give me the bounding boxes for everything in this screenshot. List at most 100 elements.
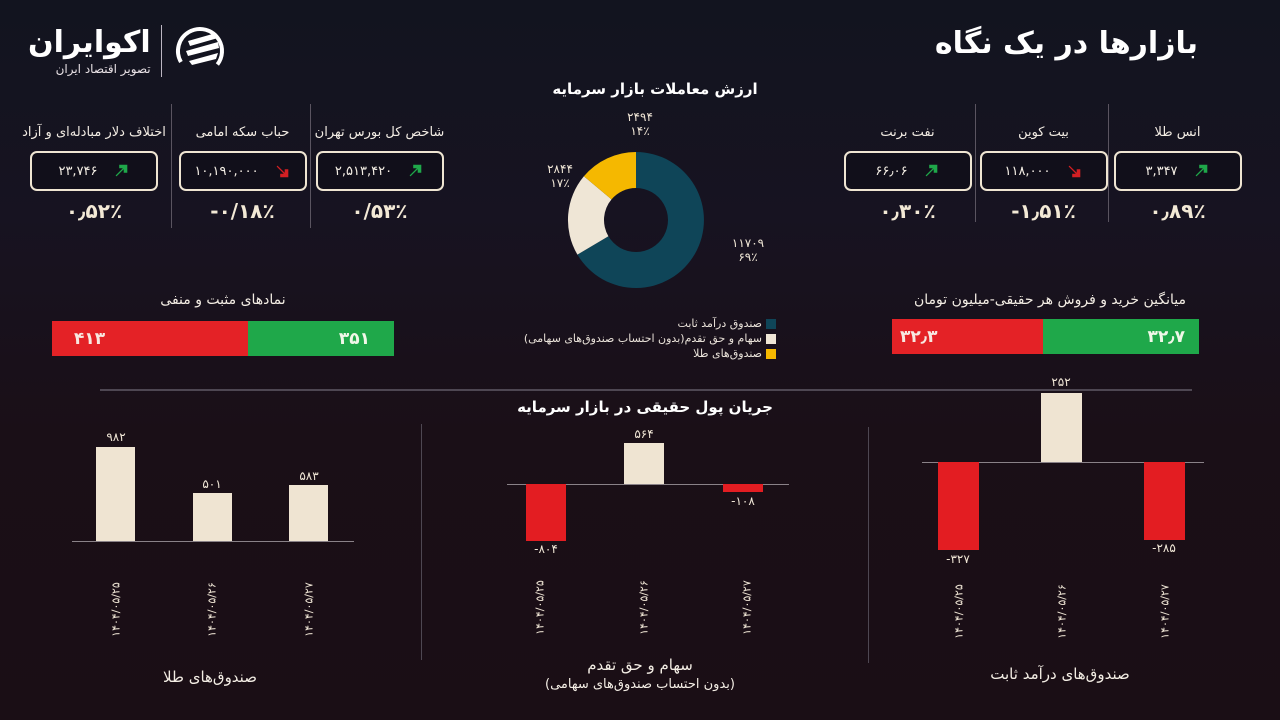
- arrow-up-icon: [115, 164, 127, 177]
- divider: [421, 424, 422, 660]
- bar-value-label: ۵۰۱: [202, 477, 222, 491]
- avg-trade-split-bar: ۳۲٫۳ ۳۲٫۷: [892, 319, 1199, 354]
- indicator-bitcoin: بیت کوین ۱۱۸,۰۰۰ -۱٫۵۱٪: [976, 125, 1111, 223]
- stocks-bar[interactable]: [723, 484, 763, 492]
- indicator-change: -۱٫۵۱٪: [1011, 199, 1076, 223]
- legend-label: صندوق‌های طلا: [693, 347, 762, 360]
- donut-label-pct: ۱۴٪: [630, 124, 650, 138]
- fixed-income-bar[interactable]: [1041, 393, 1082, 462]
- donut-slice-fixed-income[interactable]: [577, 152, 704, 288]
- fixed-income-baseline: [922, 462, 1204, 463]
- logo-divider: [160, 24, 162, 77]
- bar-date-label: ۱۴۰۴/۰۵/۲۷: [1158, 584, 1172, 639]
- fixed-income-caption: صندوق‌های درآمد ثابت: [990, 665, 1130, 683]
- indicator-value-box: ۱۱۸,۰۰۰: [979, 151, 1108, 191]
- stocks-subcaption: (بدون احتساب صندوق‌های سهامی): [545, 677, 735, 692]
- page-title: بازارها در یک نگاه: [934, 26, 1198, 61]
- brand-logo: اکوایران تصویر اقتصاد ایران: [28, 18, 238, 83]
- bar-value-label: ۹۸۲: [106, 430, 126, 444]
- legend-swatch-teal: [766, 318, 776, 329]
- logo-name: اکوایران: [28, 24, 151, 60]
- stocks-caption: سهام و حق تقدم: [587, 656, 693, 674]
- indicator-dollar-gap: اختلاف دلار مبادله‌ای و آزاد ۲۳,۷۴۶ ۰٫۵۲…: [14, 125, 174, 223]
- legend-item: صندوق درآمد ثابت: [460, 316, 776, 331]
- indicator-value: ۲۳,۷۴۶: [58, 163, 98, 179]
- legend-item: صندوق‌های طلا: [460, 346, 776, 361]
- donut-label-gold: ۲۴۹۴ ۱۴٪: [620, 110, 660, 138]
- bar-value-label: -۱۰۸: [731, 494, 755, 508]
- bar-date-label: ۱۴۰۴/۰۵/۲۵: [952, 584, 966, 639]
- donut-label-stocks: ۲۸۴۴ ۱۷٪: [540, 162, 580, 190]
- arrow-up-icon: [1195, 164, 1207, 177]
- donut-slice-gold-funds[interactable]: [583, 152, 636, 200]
- stocks-bar[interactable]: [624, 443, 664, 484]
- arrow-up-icon: [409, 164, 422, 177]
- indicator-value-box: ۲,۵۱۳,۴۲۰: [315, 151, 444, 191]
- donut-slice-stocks[interactable]: [567, 176, 612, 255]
- symbols-split-title: نمادهای مثبت و منفی: [160, 292, 286, 308]
- bar-value-label: ۲۵۲: [1051, 375, 1071, 389]
- avg-trade-split-title: میانگین خرید و فروش هر حقیقی-میلیون توما…: [914, 292, 1186, 308]
- donut-label-value: ۲۴۹۴: [627, 110, 653, 124]
- indicator-value-box: ۲۳,۷۴۶: [30, 151, 158, 191]
- bar-date-label: ۱۴۰۴/۰۵/۲۶: [637, 580, 651, 635]
- divider: [975, 104, 976, 222]
- bar-date-label: ۱۴۰۴/۰۵/۲۷: [302, 582, 316, 637]
- indicator-tehran-index: شاخص کل بورس تهران ۲,۵۱۳,۴۲۰ ۰/۵۳٪: [312, 125, 447, 223]
- gold-funds-bar[interactable]: [96, 447, 135, 541]
- indicator-label: نفت برنت: [880, 125, 935, 140]
- avg-buy-segment: ۳۲٫۷: [1043, 319, 1199, 354]
- stocks-bar[interactable]: [526, 484, 566, 541]
- fixed-income-bar[interactable]: [938, 462, 979, 550]
- bar-value-label: -۲۸۵: [1152, 541, 1176, 555]
- indicator-change: ۰٫۳۰٪: [879, 199, 936, 223]
- bar-date-label: ۱۴۰۴/۰۵/۲۵: [109, 582, 123, 637]
- logo-mark-icon: [175, 26, 224, 75]
- divider: [310, 104, 311, 228]
- donut-chart-title: ارزش معاملات بازار سرمایه: [552, 80, 758, 98]
- indicator-value: ۳,۳۴۷: [1145, 163, 1178, 179]
- bar-date-label: ۱۴۰۴/۰۵/۲۵: [533, 580, 547, 635]
- arrow-up-icon: [925, 164, 937, 177]
- bar-value-label: ۵۶۴: [634, 427, 654, 441]
- section-separator: [100, 389, 1192, 391]
- indicator-change: ۰٫۵۲٪: [65, 199, 123, 223]
- indicator-label: بیت کوین: [1018, 125, 1069, 140]
- indicator-value-box: ۶۶٫۰۶: [843, 151, 972, 191]
- stocks-baseline: [507, 484, 789, 485]
- indicator-value-box: ۱۰,۱۹۰,۰۰۰: [178, 151, 307, 191]
- indicator-gold-ounce: انس طلا ۳,۳۴۷ ۰٫۸۹٪: [1110, 125, 1245, 223]
- legend-swatch-cream: [766, 333, 776, 344]
- negative-symbols-segment: ۴۱۳: [52, 321, 248, 356]
- arrow-down-icon: [276, 165, 288, 178]
- indicator-value: ۶۶٫۰۶: [875, 163, 908, 179]
- indicator-value: ۱۱۸,۰۰۰: [1004, 163, 1051, 179]
- indicator-label: اختلاف دلار مبادله‌ای و آزاد: [22, 125, 166, 140]
- gold-funds-caption: صندوق‌های طلا: [163, 668, 257, 686]
- gold-funds-baseline: [72, 541, 354, 542]
- indicator-change: ۰٫۸۹٪: [1149, 199, 1206, 223]
- indicator-coin-bubble: حباب سکه امامی ۱۰,۱۹۰,۰۰۰ -۰/۱۸٪: [175, 125, 310, 223]
- indicator-change: -۰/۱۸٪: [210, 199, 275, 223]
- money-flow-title: جریان پول حقیقی در بازار سرمایه: [517, 398, 773, 416]
- donut-label-fixed-income: ۱۱۷۰۹ ۶۹٪: [726, 236, 770, 264]
- divider: [868, 427, 869, 663]
- bar-date-label: ۱۴۰۴/۰۵/۲۷: [740, 580, 754, 635]
- divider: [1108, 104, 1109, 222]
- positive-symbols-segment: ۳۵۱: [248, 321, 394, 356]
- divider: [171, 104, 172, 228]
- indicator-label: انس طلا: [1154, 125, 1201, 140]
- arrow-down-icon: [1068, 165, 1080, 178]
- gold-funds-bar[interactable]: [193, 493, 232, 541]
- bar-value-label: -۳۲۷: [946, 552, 970, 566]
- bar-value-label: ۵۸۳: [299, 469, 319, 483]
- gold-funds-bar[interactable]: [289, 485, 328, 541]
- indicator-value: ۲,۵۱۳,۴۲۰: [334, 163, 393, 179]
- fixed-income-bar[interactable]: [1144, 462, 1185, 540]
- indicator-label: حباب سکه امامی: [195, 125, 290, 140]
- indicator-label: شاخص کل بورس تهران: [314, 125, 445, 140]
- legend-label: صندوق درآمد ثابت: [677, 317, 762, 330]
- indicator-brent-oil: نفت برنت ۶۶٫۰۶ ۰٫۳۰٪: [840, 125, 975, 223]
- indicator-value: ۱۰,۱۹۰,۰۰۰: [194, 163, 259, 179]
- indicator-value-box: ۳,۳۴۷: [1113, 151, 1242, 191]
